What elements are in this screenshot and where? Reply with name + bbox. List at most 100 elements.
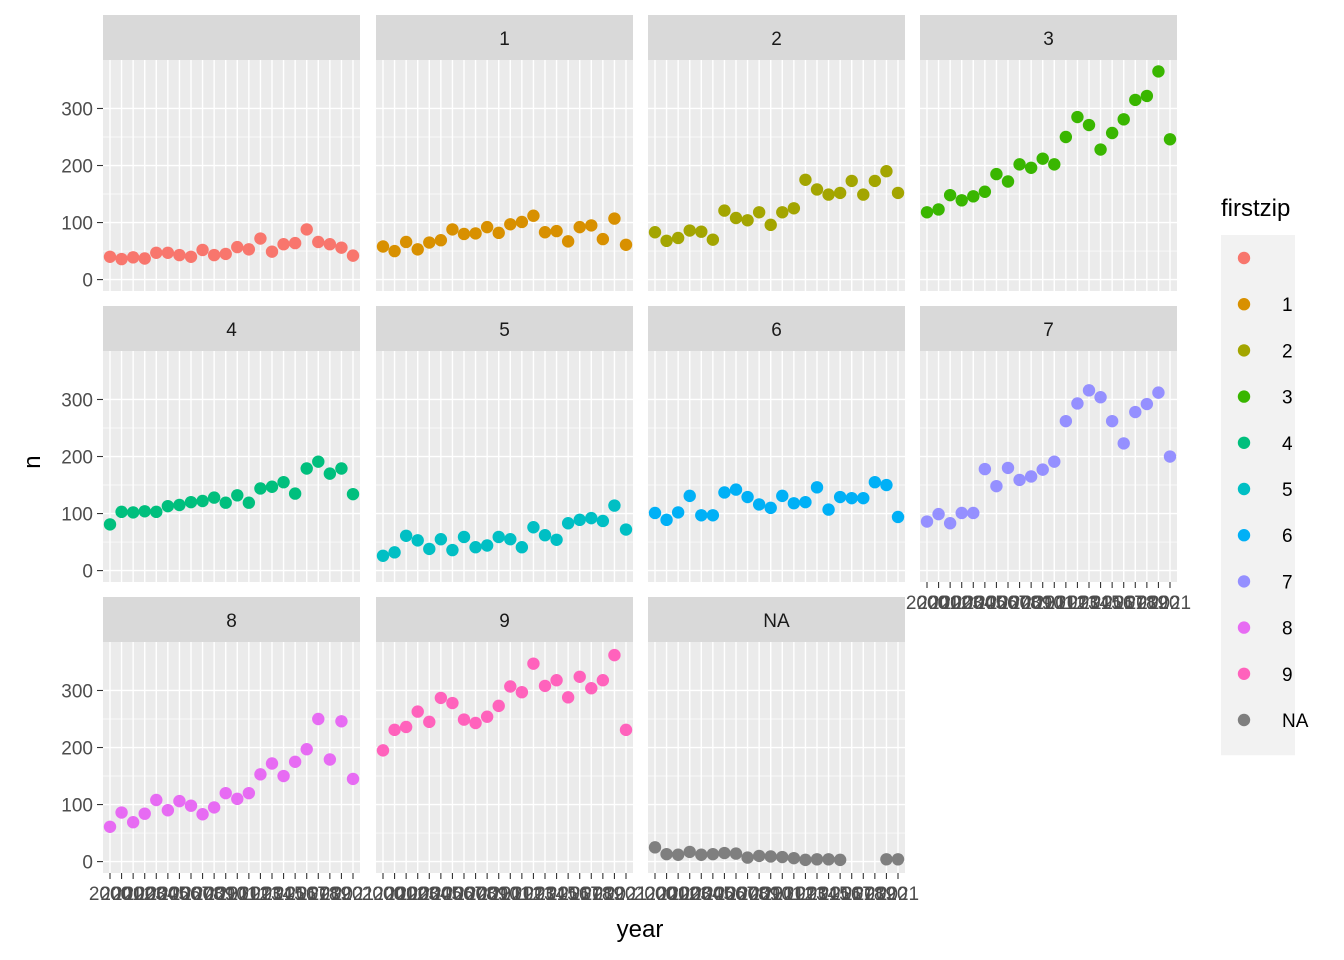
x-tick-label: 2010 [750, 884, 792, 905]
x-tick-label: 2019 [582, 884, 624, 905]
data-point [1059, 130, 1073, 144]
data-point [138, 505, 151, 518]
data-point [300, 223, 313, 236]
y-tick-label: 200 [61, 157, 93, 178]
data-point [799, 495, 812, 509]
data-point [776, 206, 789, 219]
facet-strip-label: NA [763, 611, 790, 632]
facet-panel-9: 9 200020012002200320042005200620072008200… [362, 597, 647, 905]
data-point [1163, 133, 1177, 146]
x-tick-label: 2013 [1056, 593, 1098, 614]
data-point [695, 848, 708, 861]
x-tick-label: 2000 [634, 884, 676, 905]
data-point [1129, 93, 1142, 107]
y-tick-label: 100 [61, 214, 93, 235]
y-tick-label: 300 [61, 390, 93, 411]
x-tick-label: 2005 [420, 884, 462, 905]
facet-strip-label: 8 [226, 611, 237, 632]
data-point [207, 801, 221, 814]
panel-background [648, 642, 905, 873]
x-tick-label: 2004 [135, 884, 178, 905]
data-point [943, 188, 957, 202]
legend-key [1237, 436, 1251, 449]
legend-key [1237, 298, 1251, 311]
legend-key [1237, 390, 1251, 403]
data-point [706, 847, 720, 861]
data-point [978, 462, 992, 476]
data-point [423, 715, 436, 729]
data-point [741, 851, 754, 864]
data-point [242, 496, 256, 509]
x-tick-label: 2012 [228, 884, 270, 905]
data-point [978, 185, 992, 198]
data-point [561, 517, 575, 530]
data-point [764, 501, 777, 515]
x-tick-label: 2006 [703, 884, 745, 905]
data-point [150, 505, 163, 519]
y-tick-label: 200 [61, 448, 93, 469]
x-tick-label: 2019 [854, 884, 896, 905]
data-point [573, 513, 586, 527]
x-tick-label: 2007 [443, 884, 485, 905]
data-point [196, 494, 209, 508]
x-tick-label: 2011 [762, 884, 803, 905]
data-point [457, 530, 471, 544]
data-point [399, 235, 413, 249]
x-tick-label: 2015 [535, 884, 577, 905]
data-point [231, 240, 244, 254]
data-point [207, 491, 221, 504]
y-tick-label: 100 [61, 505, 93, 526]
x-tick-label: 2015 [262, 884, 304, 905]
data-point [376, 744, 390, 757]
data-point [799, 173, 812, 186]
data-point [776, 850, 789, 864]
data-point [764, 218, 777, 232]
data-point [718, 846, 731, 860]
data-point [741, 490, 754, 504]
data-point [932, 203, 945, 216]
x-tick-label: 2008 [726, 884, 768, 905]
data-point [845, 491, 858, 505]
data-point [810, 183, 824, 196]
data-point [173, 248, 186, 262]
data-point [787, 497, 801, 510]
x-tick-label: 2020 [593, 884, 635, 905]
x-tick-label: 2010 [205, 884, 247, 905]
data-point [219, 786, 232, 800]
data-point [891, 186, 905, 200]
x-tick-label: 2002 [112, 884, 154, 905]
x-tick-label: 2009 [466, 884, 508, 905]
data-point [323, 238, 337, 251]
data-point [810, 853, 824, 866]
legend-label: 6 [1282, 526, 1293, 547]
data-point [288, 487, 302, 500]
x-tick-label: 2018 [1114, 593, 1156, 614]
y-tick-label: 300 [61, 99, 93, 120]
x-tick-label: 2002 [657, 884, 699, 905]
data-point [660, 234, 673, 248]
x-tick-label: 2017 [286, 884, 328, 905]
data-point [138, 807, 151, 820]
data-point [411, 534, 424, 547]
facet-panel-4: 4 0 100 200 300 [61, 306, 360, 583]
x-tick-label: 2021 [1149, 593, 1191, 614]
data-point [561, 235, 575, 248]
facet-strip [103, 306, 360, 351]
y-tick-label: 0 [82, 271, 93, 292]
data-point [671, 506, 685, 519]
data-point [573, 670, 586, 683]
x-tick-label: 2017 [1103, 593, 1145, 614]
legend-key [1237, 251, 1251, 265]
x-tick-label: 2021 [332, 884, 374, 905]
x-tick-label: 2016 [819, 884, 861, 905]
data-point [1001, 175, 1015, 188]
data-point [596, 232, 610, 246]
facet-strip-label: 6 [771, 320, 782, 341]
x-tick-label: 2005 [964, 593, 1006, 614]
facet-strip-label: 5 [499, 320, 510, 341]
data-point [660, 513, 673, 527]
data-point [1071, 397, 1084, 410]
data-point [729, 847, 743, 860]
legend-label: 4 [1282, 434, 1293, 455]
data-point [695, 509, 708, 522]
